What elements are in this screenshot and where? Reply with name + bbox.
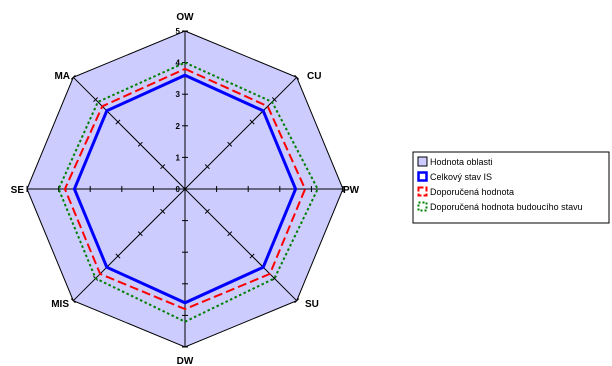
tick-mark — [249, 119, 255, 125]
tick-mark — [271, 97, 277, 103]
tick-mark — [204, 164, 210, 170]
tick-mark — [70, 298, 76, 304]
label-layer: 0 1 2 3 4 5 OW CU PW SU DW MIS SE MA — [11, 12, 360, 366]
tick-mark — [227, 231, 233, 237]
tick-mark — [93, 97, 99, 103]
legend-label: Celkový stav IS — [430, 172, 492, 182]
tick-label: 1 — [176, 153, 181, 162]
tick-mark — [294, 298, 300, 304]
legend-swatch — [417, 171, 428, 182]
series-doporucena-hodnota — [63, 67, 307, 311]
axis-label-dw: DW — [177, 356, 194, 366]
legend-label: Hodnota oblasti — [430, 157, 493, 167]
tick-mark — [160, 208, 166, 214]
tick-mark — [160, 164, 166, 170]
tick-label: 5 — [176, 27, 181, 36]
legend-item-hodnota-oblasti: Hodnota oblasti — [417, 156, 493, 167]
spoke-ma — [72, 76, 186, 190]
tick-mark — [137, 141, 143, 147]
tick-mark — [70, 74, 76, 80]
legend-label: Doporučená hodnota budoucího stavu — [430, 202, 583, 212]
axis-label-mis: MIS — [51, 299, 69, 310]
axis-layer — [26, 30, 344, 348]
legend-swatch — [417, 201, 428, 212]
axis-label-ma: MA — [54, 71, 70, 82]
spoke-su — [184, 188, 298, 302]
legend-item-doporucena-hodnota-budouciho-stavu: Doporučená hodnota budoucího stavu — [417, 201, 583, 212]
tick-mark — [294, 74, 300, 80]
axis-label-se: SE — [11, 185, 25, 196]
axis-label-pw: PW — [343, 185, 360, 196]
tick-mark — [204, 208, 210, 214]
axis-label-cu: CU — [307, 71, 321, 82]
spoke-cu — [184, 76, 298, 190]
tick-label: 3 — [176, 90, 181, 99]
tick-label: 2 — [176, 122, 181, 131]
axis-label-su: SU — [305, 299, 319, 310]
legend-swatch — [417, 156, 428, 167]
series-layer — [57, 61, 319, 323]
series-doporucena-hodnota-budouciho-stavu — [57, 61, 319, 323]
tick-label: 4 — [176, 59, 181, 68]
series-celkovy-stav-is — [72, 73, 298, 305]
legend: Hodnota oblasti Celkový stav IS Doporučená… — [412, 151, 610, 224]
legend-swatch — [417, 186, 428, 197]
legend-item-doporucena-hodnota: Doporučená hodnota — [417, 186, 514, 197]
axis-label-ow: OW — [176, 12, 194, 23]
tick-label: 0 — [176, 185, 181, 194]
legend-box — [412, 151, 610, 224]
tick-mark — [115, 119, 121, 125]
legend-item-celkovy-stav-is: Celkový stav IS — [417, 171, 492, 182]
tick-mark — [137, 231, 143, 237]
spoke-mis — [72, 188, 186, 302]
tick-mark — [115, 253, 121, 259]
legend-label: Doporučená hodnota — [430, 187, 514, 197]
tick-mark — [227, 141, 233, 147]
tick-mark — [249, 253, 255, 259]
